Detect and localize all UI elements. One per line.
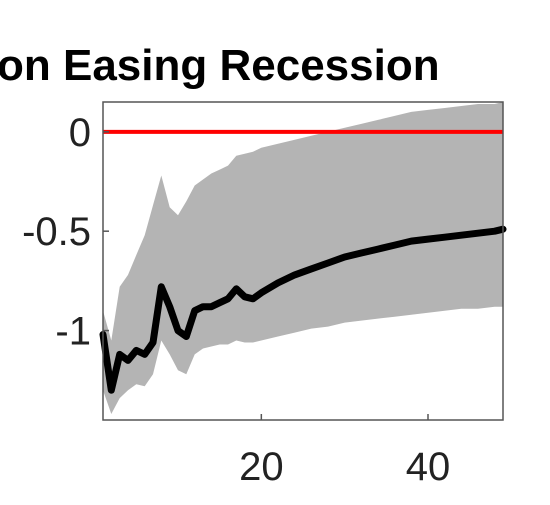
x-tick-label: 20 [239,445,284,489]
y-tick-label: 0 [69,111,91,155]
plot-area: 0 -0.5 -1 20 40 [22,102,503,489]
chart-title: on Easing Recession [0,41,440,90]
y-tick-label: -1 [55,310,91,354]
x-tick-label: 40 [406,445,451,489]
confidence-band [103,102,503,414]
y-tick-label: -0.5 [22,210,91,254]
